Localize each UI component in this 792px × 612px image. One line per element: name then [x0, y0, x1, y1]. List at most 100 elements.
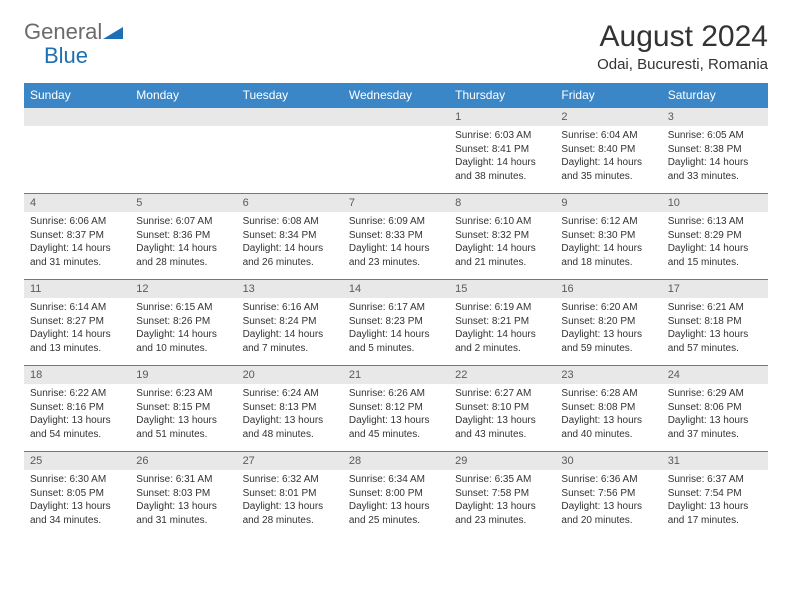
day-number-cell: [237, 108, 343, 127]
time-text: Sunset: 8:03 PM: [136, 487, 230, 501]
day-detail-cell: [237, 126, 343, 194]
time-text: Sunset: 8:06 PM: [668, 401, 762, 415]
time-text: Sunrise: 6:20 AM: [561, 301, 655, 315]
day-detail-cell: Sunrise: 6:03 AMSunset: 8:41 PMDaylight:…: [449, 126, 555, 194]
day-detail-cell: Sunrise: 6:34 AMSunset: 8:00 PMDaylight:…: [343, 470, 449, 537]
time-text: Sunset: 8:00 PM: [349, 487, 443, 501]
weekday-header: Wednesday: [343, 83, 449, 108]
daylight-text: Daylight: 13 hours: [30, 414, 124, 428]
daylight-text: Daylight: 13 hours: [349, 414, 443, 428]
day-detail-cell: [343, 126, 449, 194]
day-number-cell: 26: [130, 452, 236, 471]
time-text: Sunset: 8:34 PM: [243, 229, 337, 243]
time-text: Sunrise: 6:30 AM: [30, 473, 124, 487]
daylight-text: and 13 minutes.: [30, 342, 124, 356]
day-detail-cell: Sunrise: 6:37 AMSunset: 7:54 PMDaylight:…: [662, 470, 768, 537]
daylight-text: Daylight: 13 hours: [243, 414, 337, 428]
time-text: Sunrise: 6:03 AM: [455, 129, 549, 143]
day-number-cell: 17: [662, 280, 768, 299]
daylight-text: and 18 minutes.: [561, 256, 655, 270]
time-text: Sunset: 8:21 PM: [455, 315, 549, 329]
daylight-text: and 28 minutes.: [243, 514, 337, 528]
daylight-text: and 7 minutes.: [243, 342, 337, 356]
header: GeneralBlue August 2024 Odai, Bucuresti,…: [24, 20, 768, 73]
time-text: Sunrise: 6:05 AM: [668, 129, 762, 143]
day-number-cell: 31: [662, 452, 768, 471]
time-text: Sunset: 8:29 PM: [668, 229, 762, 243]
day-number-row: 25262728293031: [24, 452, 768, 471]
day-detail-row: Sunrise: 6:03 AMSunset: 8:41 PM Daylight:…: [24, 126, 768, 194]
time-text: Sunset: 8:13 PM: [243, 401, 337, 415]
day-number-cell: [24, 108, 130, 127]
time-text: Sunset: 8:30 PM: [561, 229, 655, 243]
time-text: Sunrise: 6:21 AM: [668, 301, 762, 315]
day-number-cell: 6: [237, 194, 343, 213]
weekday-header: Sunday: [24, 83, 130, 108]
time-text: Sunset: 8:41 PM: [455, 143, 549, 157]
brand-part2: Blue: [44, 43, 88, 68]
time-text: Sunset: 8:32 PM: [455, 229, 549, 243]
daylight-text: and 43 minutes.: [455, 428, 549, 442]
daylight-text: and 17 minutes.: [668, 514, 762, 528]
daylight-text: Daylight: 13 hours: [668, 500, 762, 514]
day-detail-cell: Sunrise: 6:36 AMSunset: 7:56 PMDaylight:…: [555, 470, 661, 537]
day-detail-cell: Sunrise: 6:31 AMSunset: 8:03 PMDaylight:…: [130, 470, 236, 537]
time-text: Sunrise: 6:08 AM: [243, 215, 337, 229]
daylight-text: Daylight: 14 hours: [136, 328, 230, 342]
time-text: Sunset: 8:20 PM: [561, 315, 655, 329]
day-detail-cell: Sunrise: 6:28 AMSunset: 8:08 PMDaylight:…: [555, 384, 661, 452]
daylight-text: and 23 minutes.: [349, 256, 443, 270]
day-number-cell: 25: [24, 452, 130, 471]
daylight-text: and 33 minutes.: [668, 170, 762, 184]
time-text: Sunset: 8:18 PM: [668, 315, 762, 329]
day-number-cell: 12: [130, 280, 236, 299]
daylight-text: and 5 minutes.: [349, 342, 443, 356]
weekday-header: Tuesday: [237, 83, 343, 108]
time-text: Sunset: 7:56 PM: [561, 487, 655, 501]
day-detail-cell: Sunrise: 6:14 AMSunset: 8:27 PMDaylight:…: [24, 298, 130, 366]
daylight-text: and 37 minutes.: [668, 428, 762, 442]
brand-logo: GeneralBlue: [24, 20, 123, 68]
daylight-text: and 28 minutes.: [136, 256, 230, 270]
daylight-text: Daylight: 14 hours: [668, 156, 762, 170]
weekday-header: Friday: [555, 83, 661, 108]
time-text: Sunset: 8:05 PM: [30, 487, 124, 501]
time-text: Sunrise: 6:04 AM: [561, 129, 655, 143]
daylight-text: and 31 minutes.: [30, 256, 124, 270]
time-text: Sunrise: 6:24 AM: [243, 387, 337, 401]
daylight-text: Daylight: 13 hours: [30, 500, 124, 514]
time-text: Sunset: 7:58 PM: [455, 487, 549, 501]
time-text: Sunrise: 6:34 AM: [349, 473, 443, 487]
day-detail-cell: Sunrise: 6:20 AMSunset: 8:20 PMDaylight:…: [555, 298, 661, 366]
daylight-text: and 38 minutes.: [455, 170, 549, 184]
day-number-cell: 11: [24, 280, 130, 299]
day-number-cell: 14: [343, 280, 449, 299]
day-detail-cell: Sunrise: 6:07 AMSunset: 8:36 PMDaylight:…: [130, 212, 236, 280]
time-text: Sunset: 8:15 PM: [136, 401, 230, 415]
day-detail-cell: Sunrise: 6:32 AMSunset: 8:01 PMDaylight:…: [237, 470, 343, 537]
day-number-cell: 4: [24, 194, 130, 213]
time-text: Sunrise: 6:35 AM: [455, 473, 549, 487]
time-text: Sunrise: 6:27 AM: [455, 387, 549, 401]
day-detail-cell: Sunrise: 6:35 AMSunset: 7:58 PMDaylight:…: [449, 470, 555, 537]
daylight-text: and 2 minutes.: [455, 342, 549, 356]
daylight-text: and 15 minutes.: [668, 256, 762, 270]
day-number-cell: 27: [237, 452, 343, 471]
day-number-cell: 18: [24, 366, 130, 385]
weekday-header: Saturday: [662, 83, 768, 108]
day-detail-cell: Sunrise: 6:27 AMSunset: 8:10 PMDaylight:…: [449, 384, 555, 452]
day-number-cell: 23: [555, 366, 661, 385]
daylight-text: Daylight: 13 hours: [455, 414, 549, 428]
time-text: Sunset: 8:10 PM: [455, 401, 549, 415]
day-detail-cell: Sunrise: 6:21 AMSunset: 8:18 PMDaylight:…: [662, 298, 768, 366]
calendar-table: Sunday Monday Tuesday Wednesday Thursday…: [24, 83, 768, 537]
day-detail-cell: Sunrise: 6:06 AMSunset: 8:37 PMDaylight:…: [24, 212, 130, 280]
time-text: Sunset: 8:08 PM: [561, 401, 655, 415]
daylight-text: Daylight: 13 hours: [136, 414, 230, 428]
time-text: Sunset: 8:37 PM: [30, 229, 124, 243]
day-detail-cell: Sunrise: 6:13 AMSunset: 8:29 PMDaylight:…: [662, 212, 768, 280]
time-text: Sunset: 8:01 PM: [243, 487, 337, 501]
day-detail-cell: Sunrise: 6:30 AMSunset: 8:05 PMDaylight:…: [24, 470, 130, 537]
time-text: Sunrise: 6:23 AM: [136, 387, 230, 401]
time-text: Sunset: 8:24 PM: [243, 315, 337, 329]
